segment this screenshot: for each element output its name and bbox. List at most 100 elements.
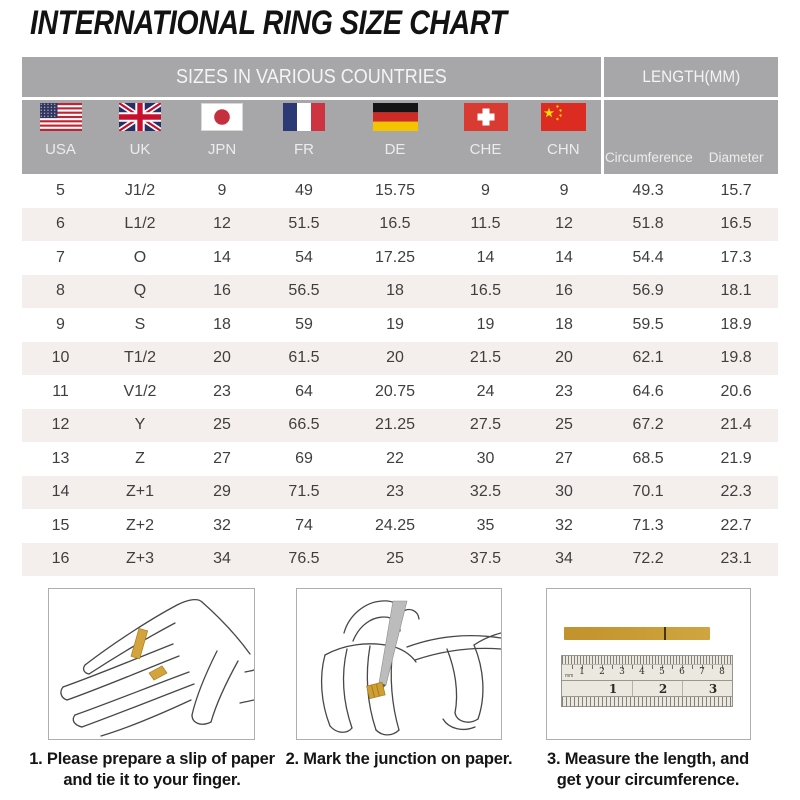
size-cell: 68.5 [602, 442, 695, 476]
size-cell: 35 [445, 509, 526, 543]
ruler-bottom-ticks [562, 696, 732, 707]
size-cell: 16.5 [694, 207, 779, 241]
size-cell: 49.3 [602, 174, 695, 208]
size-cell: 64.6 [602, 375, 695, 409]
size-cell: 67.2 [602, 408, 695, 442]
ruler-number: 1 [579, 667, 585, 677]
size-cell: 5 [22, 174, 99, 208]
ruler-mm-ticks [572, 665, 730, 669]
ring-size-table: SIZES IN VARIOUS COUNTRIES LENGTH(MM) [22, 57, 779, 576]
size-cell: 23 [345, 475, 445, 509]
size-cell: 15.75 [345, 174, 445, 208]
ruler-number: 8 [719, 667, 725, 677]
column-header-uk: UK [99, 98, 181, 174]
size-cell: Y [99, 408, 181, 442]
china-flag-icon [540, 103, 586, 131]
size-cell: 21.4 [694, 408, 779, 442]
table-row: 8 Q 16 56.5 18 16.5 16 56.9 18.1 [22, 274, 779, 308]
size-cell: 29 [181, 475, 263, 509]
size-cell: 14 [181, 241, 263, 275]
column-header-jpn: JPN [181, 98, 263, 174]
hand-with-paper-strip-icon [60, 598, 254, 737]
table-row: 15 Z+2 32 74 24.25 35 32 71.3 22.7 [22, 509, 779, 543]
ruler-top-ticks [562, 656, 732, 665]
size-cell: 25 [526, 408, 603, 442]
size-cell: 69 [263, 442, 345, 476]
instruction-caption-line: 3. Measure the length, and [546, 750, 749, 768]
column-header-che: CHE [445, 98, 526, 174]
length-group-header: LENGTH(MM) [600, 57, 779, 100]
size-cell: 71.3 [602, 509, 695, 543]
size-cell: 34 [526, 542, 603, 576]
table-row: 11 V1/2 23 64 20.75 24 23 64.6 20.6 [22, 375, 779, 409]
size-cell: 19.8 [694, 341, 779, 375]
ruler-number: 6 [679, 667, 685, 677]
size-cell: 14 [526, 241, 603, 275]
size-cell: 51.5 [263, 207, 345, 241]
size-cell: 10 [22, 341, 99, 375]
ruler-number: 1 [608, 682, 618, 696]
size-cell: 11.5 [445, 207, 526, 241]
table-row: 9 S 18 59 19 19 18 59.5 18.9 [22, 308, 779, 342]
size-cell: 61.5 [263, 341, 345, 375]
size-cell: T1/2 [99, 341, 181, 375]
size-cell: 18 [345, 274, 445, 308]
size-cell: 56.5 [263, 274, 345, 308]
size-cell: 22.7 [694, 509, 779, 543]
size-cell: 66.5 [263, 408, 345, 442]
ruler-top-numbers: 1 2 3 4 5 6 7 8 [562, 667, 732, 679]
size-cell: 22 [345, 442, 445, 476]
table-row: 7 O 14 54 17.25 14 14 54.4 17.3 [22, 241, 779, 275]
size-cell: 71.5 [263, 475, 345, 509]
size-cell: 54 [263, 241, 345, 275]
size-cell: 20 [526, 341, 603, 375]
size-cell: 24.25 [345, 509, 445, 543]
column-label-de: DE [384, 141, 406, 158]
size-cell: 18 [181, 308, 263, 342]
instruction-step-2: 2. Mark the junction on paper. [286, 588, 513, 770]
size-cell: 32 [181, 509, 263, 543]
size-cell: 20 [345, 341, 445, 375]
size-cell: 19 [445, 308, 526, 342]
paper-strip [564, 627, 710, 640]
switzerland-flag-icon [463, 103, 508, 131]
size-cell: 12 [181, 207, 263, 241]
column-label-jpn: JPN [207, 141, 237, 158]
instruction-caption-1: 1. Please prepare a slip of paper and ti… [0, 749, 317, 791]
size-cell: 19 [345, 308, 445, 342]
size-cell: 24 [445, 375, 526, 409]
size-cell: L1/2 [99, 207, 181, 241]
size-cell: 20.75 [345, 375, 445, 409]
size-cell: 23.1 [694, 542, 779, 576]
size-cell: 25 [345, 542, 445, 576]
size-cell: 74 [263, 509, 345, 543]
size-cell: 59.5 [602, 308, 695, 342]
size-cell: O [99, 241, 181, 275]
column-header-chn: CHN [526, 98, 603, 174]
size-cell: 18 [526, 308, 603, 342]
japan-flag-icon [201, 103, 243, 131]
size-cell: 15.7 [694, 174, 779, 208]
column-label-usa: USA [45, 141, 76, 158]
size-cell: 51.8 [602, 207, 695, 241]
size-cell: 34 [181, 542, 263, 576]
size-cell: 16 [526, 274, 603, 308]
table-row: 16 Z+3 34 76.5 25 37.5 34 72.2 23.1 [22, 542, 779, 576]
instruction-step-1: 1. Please prepare a slip of paper and ti… [29, 588, 275, 791]
size-cell: 6 [22, 207, 99, 241]
column-header-diameter: Diameter [694, 98, 779, 174]
usa-flag-icon [39, 103, 82, 131]
size-cell: 27 [526, 442, 603, 476]
ruler-number: 4 [639, 667, 645, 677]
column-label-che: CHE [469, 141, 502, 158]
column-header-fr: FR [263, 98, 345, 174]
size-cell: 17.25 [345, 241, 445, 275]
france-flag-icon [283, 103, 325, 131]
size-cell: 9 [181, 174, 263, 208]
pen-marking-junction-illustration [296, 588, 502, 740]
countries-group-header: SIZES IN VARIOUS COUNTRIES [22, 57, 603, 100]
table-row: 6 L1/2 12 51.5 16.5 11.5 12 51.8 16.5 [22, 207, 779, 241]
table-row: 10 T1/2 20 61.5 20 21.5 20 62.1 19.8 [22, 341, 779, 375]
